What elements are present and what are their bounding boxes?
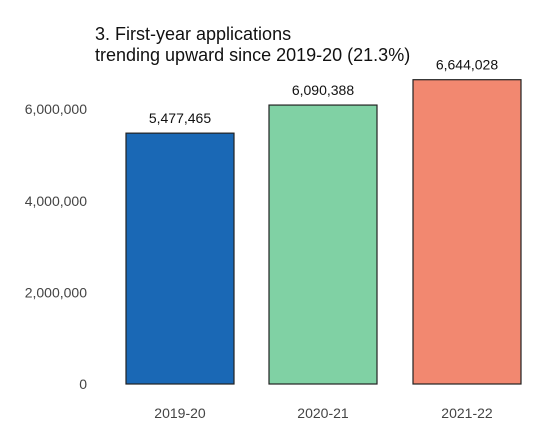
data-label: 5,477,465 — [149, 110, 211, 126]
y-tick-label: 2,000,000 — [25, 284, 87, 300]
y-tick-label: 0 — [79, 376, 87, 392]
chart-title-line-2: trending upward since 2019-20 (21.3%) — [95, 45, 411, 65]
x-tick-label: 2020-21 — [297, 405, 349, 421]
bar-2021-22 — [412, 79, 522, 385]
data-labels: 5,477,465 6,090,388 6,644,028 — [149, 57, 498, 126]
x-tick-label: 2019-20 — [154, 405, 206, 421]
bars — [125, 79, 522, 385]
x-axis: 2019-20 2020-21 2021-22 — [154, 405, 493, 421]
y-tick-label: 6,000,000 — [25, 101, 87, 117]
y-tick-label: 4,000,000 — [25, 193, 87, 209]
bar-2020-21 — [268, 104, 378, 385]
y-axis: 0 2,000,000 4,000,000 6,000,000 — [25, 101, 88, 392]
data-label: 6,644,028 — [436, 57, 498, 73]
bar-2019-20 — [125, 132, 235, 385]
data-label: 6,090,388 — [292, 82, 354, 98]
chart-title-line-1: 3. First-year applications — [95, 24, 292, 44]
chart-title: 3. First-year applications trending upwa… — [95, 24, 410, 66]
x-tick-label: 2021-22 — [441, 405, 493, 421]
